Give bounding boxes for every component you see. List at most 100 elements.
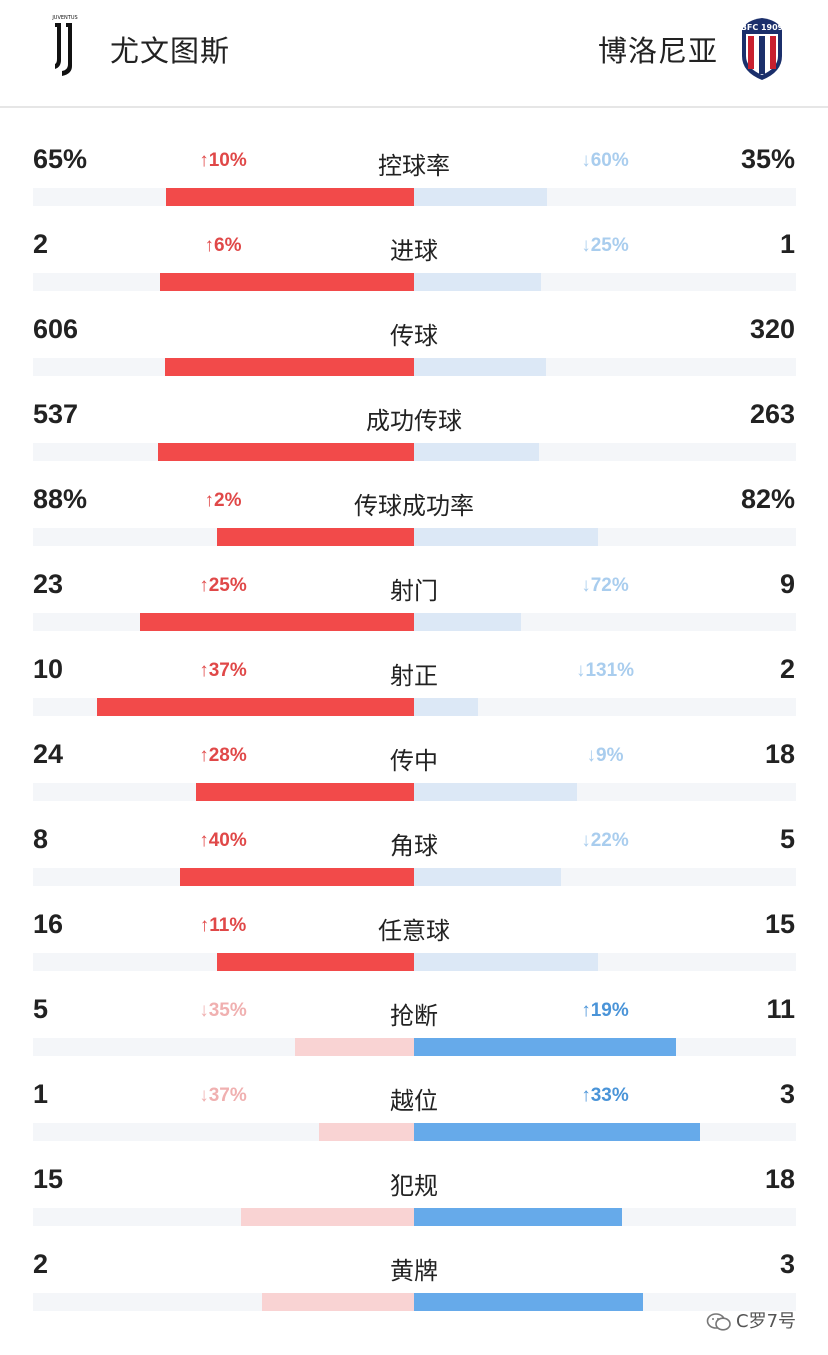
stat-label: 犯规	[390, 1172, 438, 1200]
home-stat-value: 24	[33, 739, 64, 769]
stat-label: 黄牌	[390, 1257, 438, 1285]
stat-label: 传中	[390, 747, 438, 775]
stat-row: 1 越位 3 ↓37% ↑33%	[0, 1057, 828, 1142]
away-change-value: 25%	[590, 235, 629, 256]
away-stat-value: 1	[779, 229, 795, 259]
home-change-badge: ↑28%	[168, 745, 278, 767]
stat-row: 2 黄牌 3	[0, 1227, 828, 1312]
home-change-badge: ↑6%	[168, 235, 278, 257]
watermark-text: C罗7号	[736, 1311, 797, 1332]
home-stat-value: 2	[33, 229, 49, 259]
bologna-logo-text: BFC 1909	[741, 23, 784, 32]
away-stat-bar	[414, 443, 539, 461]
arrow-up-icon: ↑	[204, 235, 215, 256]
stat-row: 2 进球 1 ↑6% ↓25%	[0, 207, 828, 292]
arrow-up-icon: ↑	[199, 745, 209, 766]
stat-row: 5 抢断 11 ↓35% ↑19%	[0, 972, 828, 1057]
away-stat-value: 82%	[740, 484, 795, 514]
stat-label: 抢断	[390, 1002, 438, 1030]
arrow-up-icon: ↑	[199, 915, 210, 936]
away-change-badge: ↓72%	[550, 575, 660, 597]
home-change-value: 10%	[208, 150, 247, 171]
home-stat-bar	[241, 1208, 414, 1226]
home-stat-bar	[295, 1038, 414, 1056]
arrow-up-icon: ↑	[199, 150, 209, 171]
stat-label: 控球率	[378, 152, 450, 180]
stat-row: 606 传球 320	[0, 292, 828, 377]
stat-label: 射正	[390, 662, 438, 690]
away-change-badge: ↑19%	[550, 1000, 660, 1022]
home-stat-value: 10	[33, 654, 64, 684]
away-change-badge: ↓9%	[550, 745, 660, 767]
home-stat-bar	[160, 273, 414, 291]
home-change-value: 6%	[214, 235, 242, 256]
home-change-value: 28%	[208, 745, 247, 766]
home-stat-bar	[180, 868, 414, 886]
away-change-badge: ↓22%	[550, 830, 660, 852]
home-change-badge: ↑11%	[168, 915, 278, 937]
stats-list: 65% 控球率 35% ↑10% ↓60% 2 进球 1 ↑6% ↓25% 606 传球 320 537 成…	[0, 122, 828, 1312]
wechat-icon	[706, 1313, 731, 1331]
away-stat-bar	[414, 528, 598, 546]
home-change-value: 25%	[208, 575, 247, 596]
home-stat-value: 16	[33, 909, 64, 939]
stat-label: 角球	[390, 832, 438, 860]
away-stat-bar	[414, 783, 577, 801]
away-change-value: 60%	[590, 150, 629, 171]
home-change-value: 2%	[214, 490, 242, 511]
away-stat-value: 263	[749, 399, 795, 429]
watermark: C罗7号	[706, 1307, 796, 1333]
home-stat-bar	[166, 188, 414, 206]
stat-label: 射门	[390, 577, 438, 605]
home-stat-value: 537	[33, 399, 79, 429]
stat-row: 16 任意球 15 ↑11%	[0, 887, 828, 972]
away-stat-value: 3	[779, 1079, 795, 1109]
home-stat-value: 8	[33, 824, 49, 854]
home-stat-value: 65%	[33, 144, 88, 174]
arrow-down-icon: ↓	[199, 1000, 209, 1021]
stat-label: 越位	[390, 1087, 438, 1115]
away-stat-value: 5	[779, 824, 795, 854]
juventus-logo: JUVENTUS	[51, 15, 78, 76]
away-stat-bar	[414, 868, 561, 886]
stat-label: 进球	[390, 237, 438, 265]
home-change-value: 40%	[208, 830, 247, 851]
home-change-badge: ↓35%	[168, 1000, 278, 1022]
away-stat-value: 2	[779, 654, 795, 684]
away-change-value: 9%	[596, 745, 624, 766]
away-stat-bar	[414, 698, 478, 716]
home-stat-value: 15	[33, 1164, 64, 1194]
away-change-badge: ↓131%	[550, 660, 660, 682]
home-change-value: 35%	[208, 1000, 247, 1021]
away-stat-value: 18	[764, 1164, 795, 1194]
match-header: JUVENTUS 尤文图斯 博洛尼亚 BFC 1909	[0, 0, 828, 108]
stat-row: 24 传中 18 ↑28% ↓9%	[0, 717, 828, 802]
away-stat-value: 9	[779, 569, 795, 599]
away-stat-value: 3	[779, 1249, 795, 1279]
away-stat-value: 11	[766, 994, 795, 1024]
away-change-badge: ↓25%	[550, 235, 660, 257]
away-change-value: 33%	[590, 1085, 629, 1106]
home-stat-bar	[196, 783, 414, 801]
stat-label: 传球成功率	[354, 492, 474, 520]
away-change-badge: ↓60%	[550, 150, 660, 172]
home-change-badge: ↓37%	[168, 1085, 278, 1107]
away-stat-bar	[414, 613, 521, 631]
home-stat-bar	[165, 358, 414, 376]
away-change-value: 72%	[590, 575, 629, 596]
home-stat-bar	[140, 613, 414, 631]
home-stat-bar	[319, 1123, 414, 1141]
away-change-value: 22%	[590, 830, 629, 851]
home-change-value: 37%	[208, 1085, 247, 1106]
arrow-down-icon: ↓	[586, 745, 597, 766]
stat-row: 23 射门 9 ↑25% ↓72%	[0, 547, 828, 632]
home-change-badge: ↑40%	[168, 830, 278, 852]
arrow-up-icon: ↑	[199, 830, 209, 851]
away-change-value: 19%	[590, 1000, 629, 1021]
arrow-down-icon: ↓	[581, 150, 591, 171]
home-stat-value: 2	[33, 1249, 49, 1279]
home-change-value: 37%	[208, 660, 247, 681]
home-change-badge: ↑2%	[168, 490, 278, 512]
away-stat-value: 18	[764, 739, 795, 769]
stat-label: 成功传球	[366, 407, 462, 435]
